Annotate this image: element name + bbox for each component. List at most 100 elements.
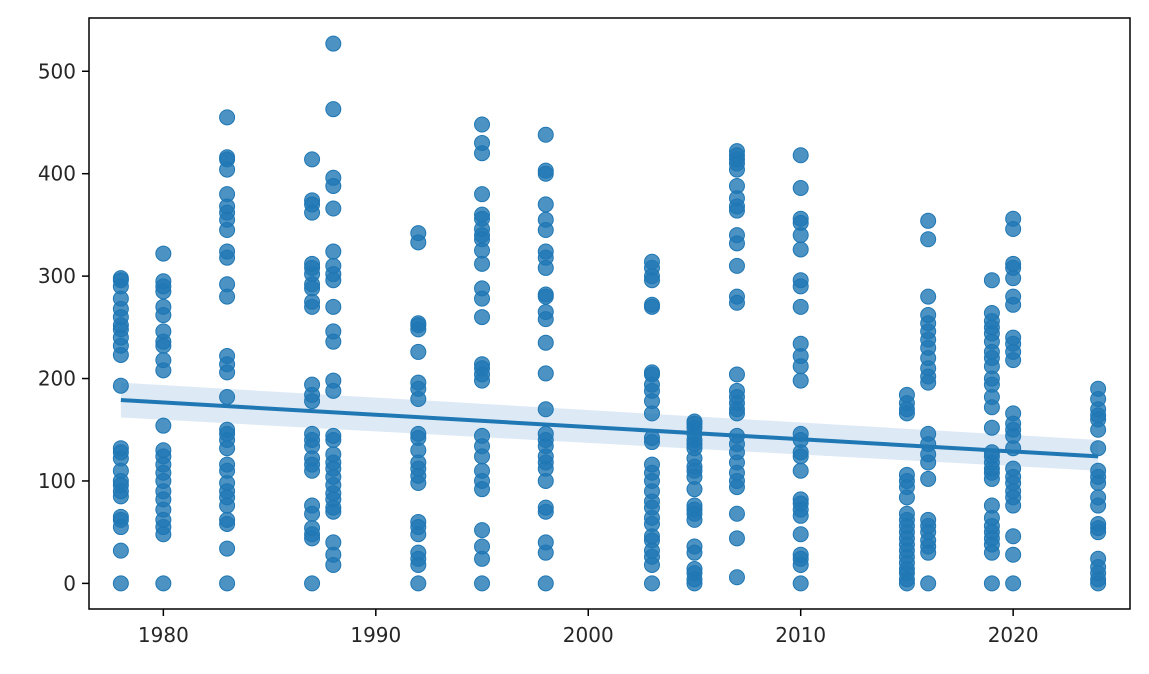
data-point xyxy=(792,372,809,389)
y-tick-label: 400 xyxy=(38,162,76,186)
data-point xyxy=(410,374,427,391)
data-point xyxy=(474,427,491,444)
data-point xyxy=(474,462,491,479)
y-tick-label: 200 xyxy=(38,367,76,391)
data-point xyxy=(219,149,236,166)
data-point xyxy=(1005,210,1022,227)
data-point xyxy=(474,206,491,223)
data-point xyxy=(325,298,342,315)
data-point xyxy=(304,497,321,514)
data-point xyxy=(920,212,937,229)
data-point xyxy=(537,303,554,320)
data-point xyxy=(1005,329,1022,346)
data-point xyxy=(920,575,937,592)
data-point xyxy=(728,177,745,194)
data-point xyxy=(304,255,321,272)
data-point xyxy=(983,419,1000,436)
data-point xyxy=(325,257,342,274)
data-point xyxy=(1090,462,1107,479)
data-point xyxy=(219,276,236,293)
data-point xyxy=(155,273,172,290)
data-point xyxy=(155,298,172,315)
data-point xyxy=(155,323,172,340)
data-point xyxy=(1005,255,1022,272)
data-point xyxy=(792,210,809,227)
data-point xyxy=(325,323,342,340)
data-point xyxy=(643,296,660,313)
data-point xyxy=(792,575,809,592)
data-point xyxy=(920,288,937,305)
data-point xyxy=(1005,405,1022,422)
data-point xyxy=(537,286,554,303)
regression-line xyxy=(120,398,1099,459)
data-point xyxy=(219,575,236,592)
data-point xyxy=(537,575,554,592)
data-point xyxy=(898,386,915,403)
data-point xyxy=(410,425,427,442)
data-point xyxy=(537,401,554,418)
data-point xyxy=(304,151,321,168)
data-point xyxy=(304,575,321,592)
regression-line-layer xyxy=(120,398,1099,459)
data-point xyxy=(792,241,809,258)
data-point xyxy=(410,575,427,592)
data-point xyxy=(1005,528,1022,545)
data-point xyxy=(1090,489,1107,506)
data-point xyxy=(792,298,809,315)
data-point xyxy=(792,335,809,352)
data-point xyxy=(1005,288,1022,305)
plot-frame xyxy=(88,17,1131,610)
data-point xyxy=(112,440,129,457)
data-point xyxy=(728,505,745,522)
x-tick-label: 1990 xyxy=(350,623,401,647)
data-point xyxy=(1005,460,1022,477)
data-point xyxy=(1090,440,1107,457)
data-point xyxy=(686,538,703,555)
data-point xyxy=(219,421,236,438)
data-point xyxy=(112,270,129,287)
data-points-layer xyxy=(112,35,1107,592)
data-point xyxy=(474,116,491,133)
data-point xyxy=(219,511,236,528)
data-point xyxy=(325,446,342,463)
data-point xyxy=(474,186,491,203)
data-point xyxy=(112,377,129,394)
data-point xyxy=(325,243,342,260)
data-point xyxy=(728,382,745,399)
data-point xyxy=(410,513,427,530)
data-point xyxy=(920,307,937,324)
data-point xyxy=(410,225,427,242)
data-point xyxy=(112,575,129,592)
data-point xyxy=(537,425,554,442)
data-point xyxy=(792,462,809,479)
data-point xyxy=(1090,550,1107,567)
data-point xyxy=(155,575,172,592)
data-point xyxy=(304,425,321,442)
x-axis: 1980 1990 2000 2010 2020 xyxy=(138,609,1039,647)
data-point xyxy=(920,470,937,487)
data-point xyxy=(898,505,915,522)
data-point xyxy=(728,227,745,244)
data-point xyxy=(537,196,554,213)
data-point xyxy=(474,309,491,326)
data-point xyxy=(792,272,809,289)
data-point xyxy=(728,143,745,160)
data-point xyxy=(728,530,745,547)
data-point xyxy=(155,352,172,369)
data-point xyxy=(112,542,129,559)
y-axis: 0 100 200 300 400 500 xyxy=(38,59,89,595)
data-point xyxy=(537,334,554,351)
y-tick-label: 100 xyxy=(38,469,76,493)
data-point xyxy=(983,497,1000,514)
data-point xyxy=(219,186,236,203)
data-point xyxy=(219,540,236,557)
data-point xyxy=(643,253,660,270)
data-point xyxy=(537,499,554,516)
data-point xyxy=(920,231,937,248)
data-point xyxy=(537,365,554,382)
data-point xyxy=(325,534,342,551)
data-point xyxy=(304,520,321,537)
data-point xyxy=(792,147,809,164)
data-point xyxy=(643,364,660,381)
data-point xyxy=(686,561,703,578)
